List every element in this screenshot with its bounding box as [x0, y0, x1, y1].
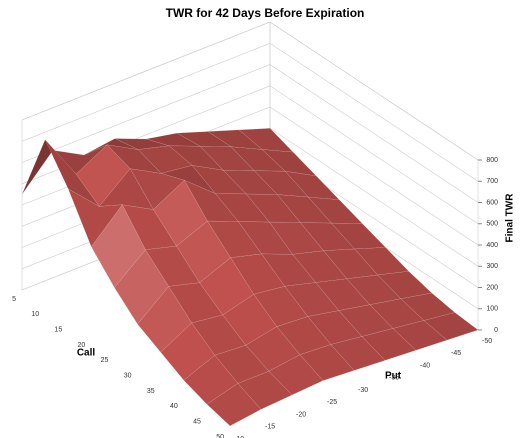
- y-tick-label: -10: [234, 436, 244, 438]
- x-tick-label: 30: [124, 373, 132, 380]
- x-tick-label: 5: [12, 296, 16, 303]
- y-tick-label: -50: [482, 338, 492, 345]
- grid-line: [21, 64, 479, 203]
- y-tick-label: -15: [265, 424, 275, 431]
- x-tick-label: 20: [78, 342, 86, 349]
- y-tick-label: -35: [389, 375, 399, 382]
- z-tick-label: 200: [486, 284, 498, 291]
- x-tick-label: 35: [147, 388, 155, 395]
- x-axis-title: Call: [77, 348, 96, 359]
- y-tick-label: -40: [420, 362, 430, 369]
- z-tick-label: 300: [486, 263, 498, 270]
- z-tick-label: 100: [486, 306, 498, 313]
- z-tick-label: 400: [486, 242, 498, 249]
- z-tick-label: 500: [486, 221, 498, 228]
- x-tick-label: 25: [101, 357, 109, 364]
- x-tick-label: 40: [170, 403, 178, 410]
- y-tick-label: -30: [358, 387, 368, 394]
- surface-facet: [206, 383, 262, 427]
- grid-line: [21, 21, 479, 161]
- z-axis-title: Final TWR: [505, 193, 516, 243]
- y-axis-title: Put: [385, 371, 402, 382]
- x-tick-label: 10: [31, 311, 39, 318]
- y-tick-label: -45: [451, 350, 461, 357]
- z-tick-label: 800: [486, 157, 498, 164]
- z-tick-label: 600: [486, 199, 498, 206]
- x-tick-label: 45: [193, 419, 201, 426]
- z-tick-label: 0: [494, 327, 498, 334]
- x-tick-label: 15: [54, 327, 62, 334]
- grid-line: [21, 42, 479, 182]
- chart-title: TWR for 42 Days Before Expiration: [166, 6, 365, 20]
- y-tick-label: -20: [296, 411, 306, 418]
- x-tick-label: 50: [216, 434, 224, 438]
- y-tick-label: -25: [327, 399, 337, 406]
- z-tick-label: 700: [486, 178, 498, 185]
